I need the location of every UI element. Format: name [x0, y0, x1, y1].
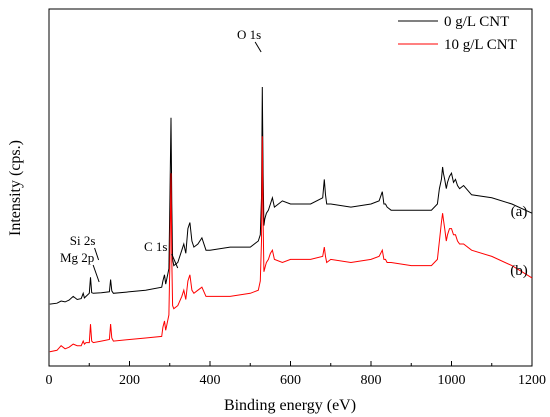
annotation-o-1s-leader [254, 41, 262, 53]
x-axis-title: Binding energy (eV) [224, 397, 356, 414]
annotation-c-1s: C 1s [144, 239, 167, 254]
x-tick-label-200: 200 [119, 373, 140, 388]
legend: 0 g/L CNT 10 g/L CNT [398, 14, 517, 53]
annotation-mg-2p: Mg 2p [60, 250, 94, 265]
annotation-c-1s-leader [171, 253, 179, 269]
annotation-o-1s: O 1s [237, 27, 261, 42]
x-tick-label-1200: 1200 [518, 373, 546, 388]
x-tick-label-400: 400 [200, 373, 221, 388]
y-axis-title: Intensity (cps.) [7, 140, 24, 236]
annotation-mg-2p-leader [92, 264, 100, 283]
legend-label-10-g-l-cnt: 10 g/L CNT [444, 37, 517, 53]
x-axis-ticks: 0 200 400 600 800 1000 1200 [46, 361, 546, 388]
legend-label-0-g-l-cnt: 0 g/L CNT [444, 14, 509, 30]
series-line-10-g-l-cnt [49, 136, 533, 353]
series-label-b: (b) [510, 263, 528, 279]
x-tick-label-800: 800 [361, 373, 382, 388]
annotation-si-2s-leader [94, 247, 100, 261]
peak-annotations: O 1s C 1s Si 2s Mg 2p [60, 27, 262, 283]
x-tick-label-0: 0 [46, 373, 53, 388]
annotation-si-2s: Si 2s [70, 233, 96, 248]
series-line-0-g-l-cnt [49, 86, 533, 305]
x-tick-label-1000: 1000 [438, 373, 466, 388]
plot-frame [48, 8, 533, 367]
series-label-a: (a) [511, 204, 528, 220]
x-tick-label-600: 600 [280, 373, 301, 388]
